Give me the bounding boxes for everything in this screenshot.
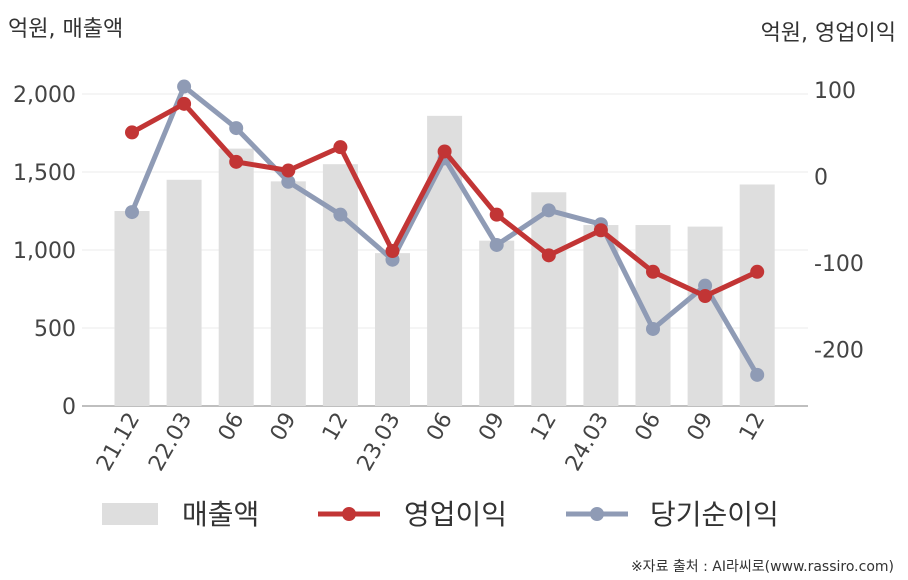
- left-axis-ticks: 0 500 1,000 1,500 2,000: [13, 83, 76, 420]
- point-net-income: [489, 237, 504, 252]
- right-axis-unit-label: 억원, 영업이익: [761, 21, 896, 46]
- right-tick-label: 100: [814, 79, 856, 104]
- point-net-income: [646, 321, 660, 336]
- x-tick-label: 12: [318, 409, 354, 446]
- x-tick-label: 21.12: [92, 409, 145, 476]
- point-operating-profit: [646, 264, 660, 279]
- point-net-income: [281, 174, 296, 189]
- bar-revenue: [479, 240, 515, 406]
- legend-label-revenue: 매출액: [182, 498, 259, 531]
- bar-revenue: [531, 192, 567, 406]
- bar-revenue: [114, 211, 150, 406]
- left-tick-label: 500: [34, 317, 76, 342]
- point-net-income: [750, 367, 765, 382]
- point-operating-profit: [385, 244, 400, 259]
- legend-swatch-revenue: [102, 503, 158, 525]
- point-operating-profit: [750, 264, 765, 279]
- legend: 매출액 영업이익 당기순이익: [102, 498, 779, 531]
- bar-revenue: [687, 226, 723, 406]
- bar-revenue: [583, 225, 619, 406]
- x-tick-label: 06: [214, 409, 250, 446]
- left-axis-unit-label: 억원, 매출액: [8, 17, 123, 42]
- legend-item-revenue: 매출액: [102, 498, 259, 531]
- point-operating-profit: [281, 163, 296, 178]
- x-tick-label: 09: [266, 409, 302, 446]
- point-net-income: [125, 205, 139, 220]
- legend-label-operating-profit: 영업이익: [404, 498, 507, 531]
- x-tick-label: 09: [683, 409, 719, 446]
- bar-revenue: [218, 148, 254, 406]
- bar-revenue: [270, 181, 306, 406]
- source-note: ※자료 출처 : AI라씨로(www.rassiro.com): [631, 559, 894, 575]
- right-tick-label: -100: [814, 252, 864, 277]
- x-tick-label: 12: [526, 409, 562, 446]
- left-tick-label: 1,000: [13, 239, 76, 264]
- point-operating-profit: [489, 207, 504, 222]
- point-net-income: [541, 203, 556, 218]
- point-net-income: [333, 207, 348, 222]
- point-operating-profit: [177, 96, 192, 111]
- bar-revenue: [635, 225, 671, 406]
- right-axis-ticks: -200 -100 0 100: [814, 79, 864, 364]
- point-operating-profit: [333, 140, 348, 155]
- x-tick-label: 09: [474, 409, 510, 446]
- point-operating-profit: [593, 223, 608, 238]
- point-operating-profit: [229, 154, 244, 169]
- x-tick-label: 22.03: [144, 409, 197, 476]
- bar-revenue: [322, 164, 358, 406]
- left-tick-label: 0: [62, 395, 76, 420]
- line-series-operating-profit: [125, 96, 765, 304]
- legend-label-net-income: 당기순이익: [650, 498, 779, 531]
- point-net-income: [698, 278, 713, 293]
- point-operating-profit: [437, 144, 452, 159]
- bar-series-revenue: [114, 115, 775, 406]
- legend-marker-net-income: [590, 507, 604, 521]
- x-tick-label: 06: [422, 409, 458, 446]
- left-tick-label: 2,000: [13, 83, 76, 108]
- right-tick-label: 0: [814, 166, 828, 191]
- left-tick-label: 1,500: [13, 161, 76, 186]
- line-series-group: [125, 79, 765, 382]
- point-net-income: [229, 121, 244, 136]
- x-tick-label: 12: [735, 409, 771, 446]
- legend-marker-operating-profit: [342, 507, 356, 521]
- point-operating-profit: [541, 248, 556, 263]
- legend-item-operating-profit: 영업이익: [318, 498, 507, 531]
- point-operating-profit: [698, 289, 713, 304]
- x-tick-label: 06: [631, 409, 667, 446]
- bar-revenue: [166, 179, 202, 406]
- x-tick-label: 24.03: [561, 409, 614, 476]
- point-operating-profit: [125, 125, 139, 140]
- point-net-income: [177, 79, 192, 94]
- x-tick-label: 23.03: [353, 409, 406, 476]
- right-tick-label: -200: [814, 339, 864, 364]
- bar-revenue: [375, 253, 410, 406]
- legend-item-net-income: 당기순이익: [566, 498, 779, 531]
